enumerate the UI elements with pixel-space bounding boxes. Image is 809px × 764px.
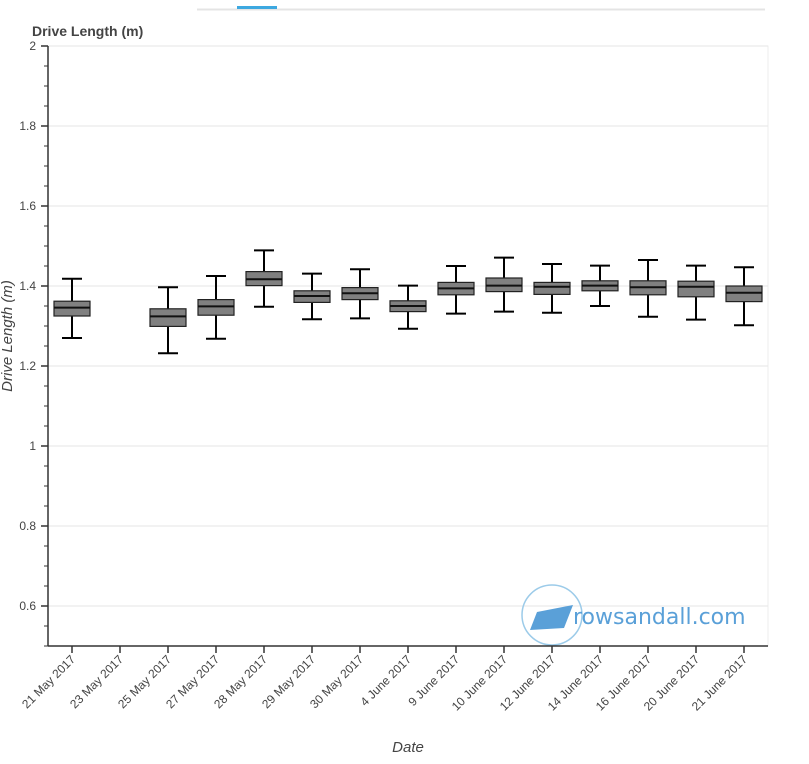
boxes (53, 249, 763, 355)
box-5 (293, 272, 331, 321)
box-12 (629, 259, 667, 318)
box-6 (341, 268, 379, 320)
box-iqr (533, 281, 571, 295)
box-13 (677, 264, 715, 321)
box-10 (533, 263, 571, 314)
box-iqr (197, 299, 235, 316)
box-iqr (677, 280, 715, 298)
y-tick-label: 1.6 (19, 199, 36, 213)
y-tick-label: 1 (29, 439, 36, 453)
chart-title: Drive Length (m) (32, 23, 143, 39)
box-8 (437, 265, 475, 315)
y-axis-label: Drive Length (m) (0, 280, 16, 392)
plot-area (47, 45, 769, 647)
box-0 (53, 277, 91, 339)
x-axis-label: Date (392, 739, 424, 756)
y-tick-label: 1.8 (19, 119, 36, 133)
y-tick-label: 0.8 (19, 519, 36, 533)
toolbar-strip (197, 6, 765, 11)
box-14 (725, 266, 763, 327)
box-9 (485, 256, 523, 313)
y-tick-label: 1.2 (19, 359, 36, 373)
y-tick-label: 1.4 (19, 279, 36, 293)
box-7 (389, 284, 427, 330)
box-2 (149, 286, 187, 355)
watermark-text: rowsandall.com (573, 605, 746, 630)
y-tick-label: 0.6 (19, 599, 36, 613)
y-tick-label: 2 (29, 39, 36, 53)
box-iqr (149, 308, 187, 327)
active-tool-indicator[interactable] (237, 6, 277, 9)
box-3 (197, 275, 235, 340)
box-11 (581, 264, 619, 307)
box-4 (245, 249, 283, 308)
watermark-logo: rowsandall.com (521, 584, 746, 646)
